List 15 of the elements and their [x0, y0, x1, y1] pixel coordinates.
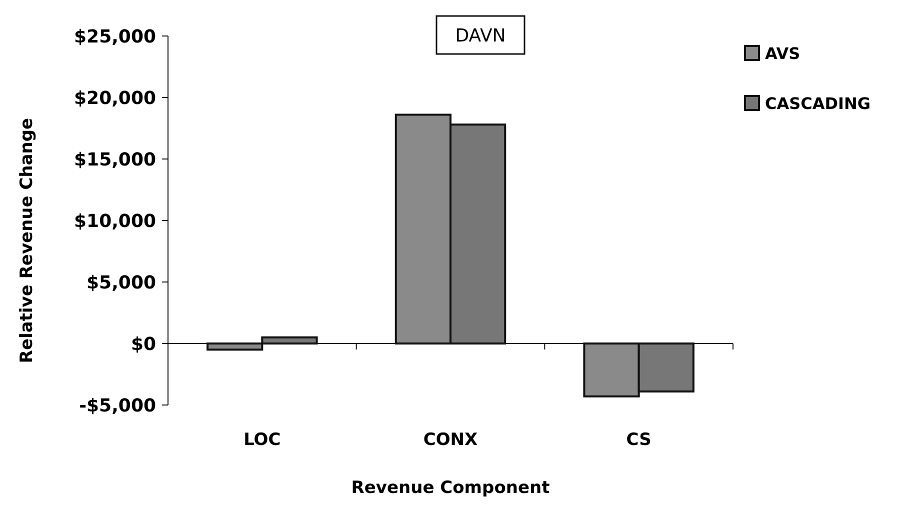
y-tick-label: $10,000 [74, 210, 156, 232]
y-tick-label: $15,000 [74, 149, 156, 170]
x-tick-label: CONX [423, 430, 478, 450]
y-tick-label: $5,000 [86, 272, 156, 294]
chart-title: DAVN [455, 25, 506, 46]
legend-label: CASCADING [765, 94, 871, 113]
y-axis-title: Relative Revenue Change [17, 118, 37, 364]
x-tick-label: LOC [244, 430, 281, 450]
x-tick-label: CS [626, 430, 652, 450]
y-tick-label: $0 [130, 334, 156, 355]
y-tick-label: $25,000 [74, 26, 156, 48]
legend-label: AVS [765, 44, 800, 63]
x-axis-title: Revenue Component [351, 478, 550, 498]
y-tick-label: $20,000 [74, 88, 156, 109]
y-tick-label: -$5,000 [79, 395, 156, 416]
